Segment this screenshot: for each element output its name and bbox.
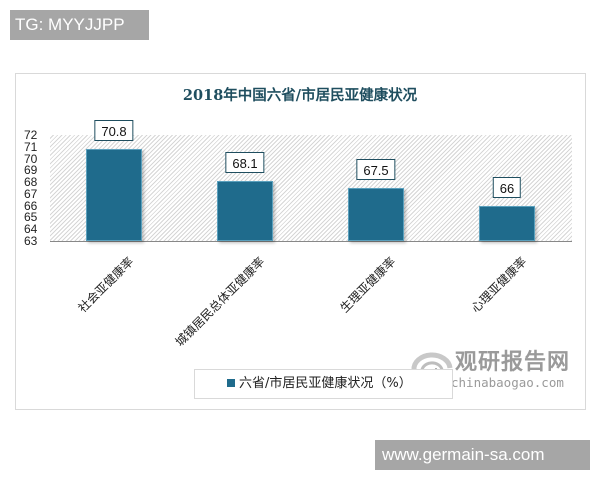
tg-watermark-badge: TG: MYYJJPP bbox=[10, 10, 149, 40]
y-tick: 63 bbox=[24, 234, 38, 248]
y-tick: 72 bbox=[24, 128, 38, 142]
y-tick: 69 bbox=[24, 163, 38, 177]
chart-title: 2018年中国六省/市居民亚健康状况 bbox=[182, 87, 418, 104]
y-tick: 70 bbox=[24, 152, 38, 166]
y-tick: 64 bbox=[24, 222, 38, 236]
bar-mental-subhealth[interactable] bbox=[479, 205, 535, 241]
data-label: 67.5 bbox=[356, 159, 396, 180]
watermark-domain: chinabaogao.com bbox=[451, 375, 564, 390]
legend-label: 六省/市居民亚健康状况（%） bbox=[239, 376, 412, 391]
y-tick: 71 bbox=[24, 140, 38, 154]
y-tick: 67 bbox=[24, 187, 38, 201]
data-label: 68.1 bbox=[225, 151, 265, 173]
bar-urban-overall-subhealth[interactable] bbox=[217, 180, 273, 241]
data-label: 66 bbox=[492, 176, 522, 198]
legend-swatch-icon bbox=[227, 379, 235, 387]
watermark-name: 观研报告网 bbox=[455, 350, 571, 375]
x-axis-line bbox=[50, 241, 572, 242]
y-tick: 68 bbox=[24, 175, 38, 189]
data-label: 70.8 bbox=[94, 120, 134, 142]
legend: 六省/市居民亚健康状况（%） bbox=[194, 369, 453, 399]
bar-physical-subhealth[interactable] bbox=[348, 188, 404, 241]
y-tick: 65 bbox=[24, 210, 38, 224]
site-watermark-badge: www.germain-sa.com bbox=[375, 440, 590, 470]
y-tick: 66 bbox=[24, 199, 38, 213]
bar-social-subhealth[interactable] bbox=[86, 149, 142, 241]
